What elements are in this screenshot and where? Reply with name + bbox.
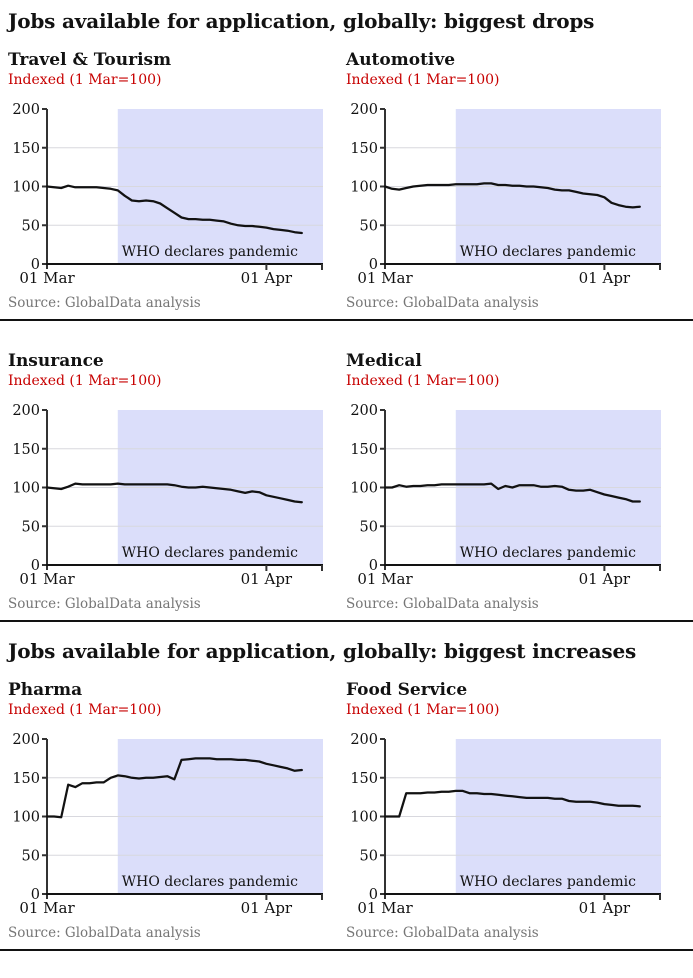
x-tick-label: 01 Mar [19,269,75,287]
y-tick-label: 200 [350,403,378,419]
y-tick-label: 0 [369,887,378,903]
y-tick-label: 50 [22,519,40,535]
x-tick-label: 01 Apr [241,899,293,917]
section-header-biggest-increases: Jobs available for application, globally… [8,639,637,663]
x-tick-label: 01 Apr [241,570,293,588]
y-tick-label: 100 [12,481,40,497]
y-tick-label: 0 [31,558,40,574]
line-chart-medical: 0 50 100 150 200 01 Mar 01 Apr WHO declares pan… [350,403,661,588]
chart-title: Pharma [8,680,83,700]
y-tick-label: 150 [350,442,378,458]
line-chart-insurance: 0 50 100 150 200 01 Mar 01 Apr WHO declares pan… [12,403,324,588]
annotation-label: WHO declares pandemic [460,545,636,561]
section-divider [0,949,693,951]
chart-module-insurance: Insurance Indexed (1 Mar=100) 0 50 100 150 2… [8,351,338,611]
line-chart-travel-tourism: 0 50 100 150 200 01 Mar 01 Apr WHO declares pan… [12,102,324,287]
x-tick-label: 01 Mar [357,570,413,588]
chart-title: Automotive [346,50,456,70]
annotation-label: WHO declares pandemic [122,874,298,890]
annotation-label: WHO declares pandemic [460,244,636,260]
y-tick-label: 200 [12,403,40,419]
y-tick-label: 100 [350,180,378,196]
chart-subtitle: Indexed (1 Mar=100) [8,373,162,389]
chart-module-travel-tourism: Travel & Tourism Indexed (1 Mar=100) 0 50… [8,50,338,310]
data-line [383,182,641,209]
chart-subtitle: Indexed (1 Mar=100) [8,702,162,718]
section-divider [0,620,693,622]
chart-module-pharma: Pharma Indexed (1 Mar=100) 0 50 100 150 200 0… [8,680,338,940]
y-tick-label: 200 [12,102,40,118]
y-tick-label: 0 [369,558,378,574]
y-tick-label: 150 [12,771,40,787]
line-chart-automotive: 0 50 100 150 200 01 Mar 01 Apr WHO declares pan… [350,102,661,287]
data-line [45,184,303,235]
y-tick-label: 50 [22,848,40,864]
chart-title: Travel & Tourism [8,50,172,70]
section-header-biggest-drops: Jobs available for application, globally… [8,9,595,33]
chart-subtitle: Indexed (1 Mar=100) [346,72,500,88]
annotation-label: WHO declares pandemic [460,874,636,890]
x-tick-label: 01 Mar [357,269,413,287]
x-tick-label: 01 Mar [19,570,75,588]
y-tick-label: 200 [350,102,378,118]
chart-title: Medical [346,351,422,371]
chart-title: Insurance [8,351,104,371]
source-note: Source: GlobalData analysis [346,295,539,311]
source-note: Source: GlobalData analysis [346,925,539,941]
x-tick-label: 01 Apr [579,570,631,588]
x-tick-label: 01 Apr [579,269,631,287]
y-tick-label: 0 [31,887,40,903]
y-tick-label: 200 [350,732,378,748]
source-note: Source: GlobalData analysis [8,295,201,311]
y-tick-label: 100 [12,810,40,826]
data-line [383,482,641,503]
y-tick-label: 100 [350,481,378,497]
y-tick-label: 150 [12,141,40,157]
y-tick-label: 150 [350,141,378,157]
chart-row-1: Travel & Tourism Indexed (1 Mar=100) 0 50… [0,50,693,310]
chart-subtitle: Indexed (1 Mar=100) [346,373,500,389]
section-divider [0,319,693,321]
y-tick-label: 50 [360,848,378,864]
y-tick-label: 50 [360,218,378,234]
y-tick-label: 50 [360,519,378,535]
y-tick-label: 150 [350,771,378,787]
source-note: Source: GlobalData analysis [8,925,201,941]
y-tick-label: 200 [12,732,40,748]
chart-row-2: Insurance Indexed (1 Mar=100) 0 50 100 150 2… [0,351,693,611]
y-tick-label: 50 [22,218,40,234]
line-chart-food-service: 0 50 100 150 200 01 Mar 01 Apr WHO declares pan… [350,732,661,917]
annotation-label: WHO declares pandemic [122,545,298,561]
y-tick-label: 100 [350,810,378,826]
y-tick-label: 150 [12,442,40,458]
chart-row-3: Pharma Indexed (1 Mar=100) 0 50 100 150 200 0… [0,680,693,940]
source-note: Source: GlobalData analysis [346,596,539,612]
line-chart-pharma: 0 50 100 150 200 01 Mar 01 Apr WHO declares pan… [12,732,324,917]
chart-module-food-service: Food Service Indexed (1 Mar=100) 0 50 100 1… [346,680,676,940]
x-tick-label: 01 Apr [579,899,631,917]
x-tick-label: 01 Mar [19,899,75,917]
data-line [45,757,303,819]
chart-subtitle: Indexed (1 Mar=100) [346,702,500,718]
y-tick-label: 0 [31,257,40,273]
x-tick-label: 01 Mar [357,899,413,917]
chart-module-automotive: Automotive Indexed (1 Mar=100) 0 50 100 150… [346,50,676,310]
chart-subtitle: Indexed (1 Mar=100) [8,72,162,88]
data-line [45,482,303,504]
annotation-label: WHO declares pandemic [122,244,298,260]
x-tick-label: 01 Apr [241,269,293,287]
source-note: Source: GlobalData analysis [8,596,201,612]
y-tick-label: 100 [12,180,40,196]
data-line [383,789,641,818]
chart-title: Food Service [346,680,468,700]
y-tick-label: 0 [369,257,378,273]
chart-module-medical: Medical Indexed (1 Mar=100) 0 50 100 150 200… [346,351,676,611]
